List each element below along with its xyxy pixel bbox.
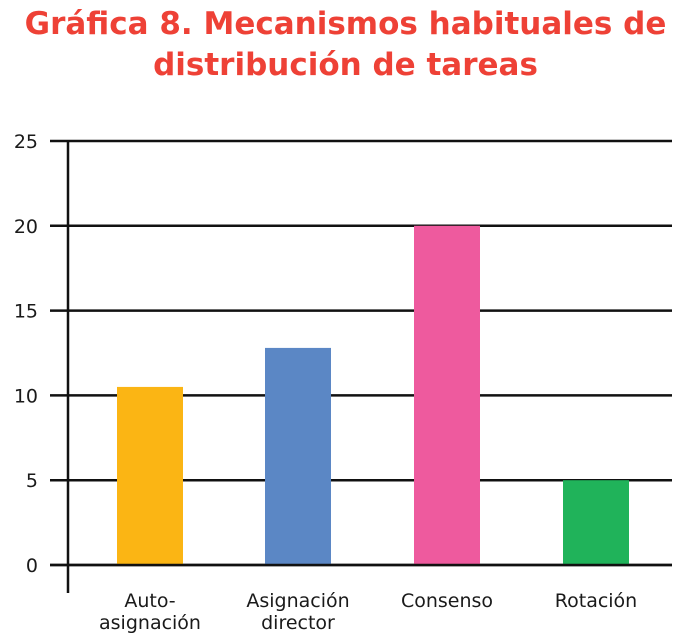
chart-title-line-2: distribución de tareas [153, 47, 538, 83]
chart-title-line-1: Gráfica 8. Mecanismos habituales de [24, 6, 667, 42]
x-category-labels: Auto-asignación Asignación director Consens… [99, 590, 637, 634]
y-tick-label: 20 [14, 216, 38, 238]
y-tick-label: 10 [14, 385, 38, 407]
y-axis [50, 141, 672, 593]
bars [117, 225, 629, 566]
bar-0 [117, 386, 183, 565]
x-category-label: Rotación [555, 590, 637, 612]
bar-2 [414, 225, 480, 566]
x-category-label-line: Asignación [246, 590, 349, 612]
y-tick-label: 15 [14, 301, 38, 323]
x-category-label-line: Rotación [555, 590, 637, 612]
x-category-label: Consenso [401, 590, 493, 612]
y-tick-labels: 0 5 10 15 20 25 [14, 131, 38, 577]
y-tick-label: 0 [26, 555, 38, 577]
x-category-label-line: director [261, 612, 335, 634]
x-category-label: Auto-asignación [99, 590, 201, 634]
x-category-label-line: Consenso [401, 590, 493, 612]
chart-title: Gráfica 8. Mecanismos habituales de dist… [0, 4, 691, 86]
y-tick-label: 25 [14, 131, 38, 153]
x-category-label: Asignación director [246, 590, 349, 634]
bar-1 [265, 347, 331, 565]
x-category-label-line: Auto- [124, 590, 175, 612]
x-category-label-line: asignación [99, 612, 201, 634]
bar-3 [563, 480, 629, 565]
y-tick-label: 5 [26, 470, 38, 492]
